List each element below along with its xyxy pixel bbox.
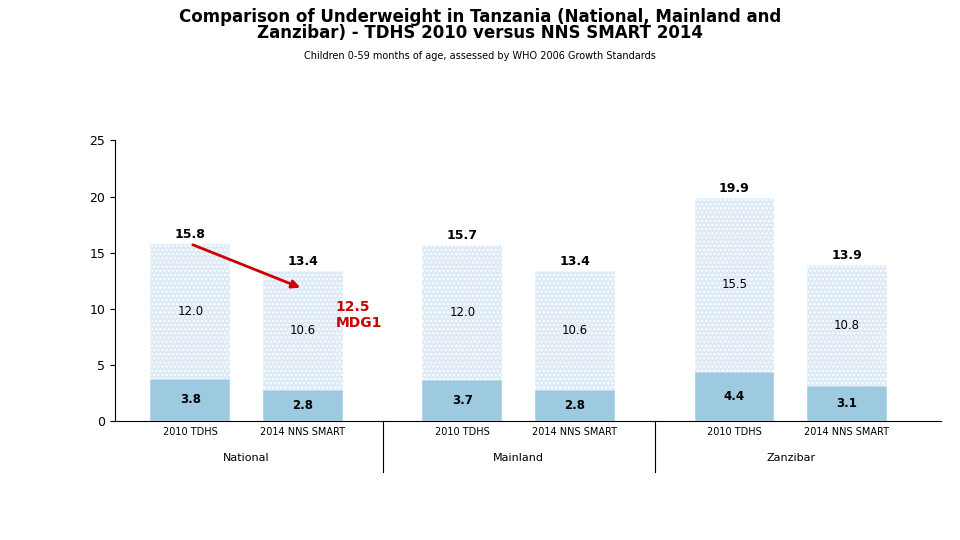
Text: 10.6: 10.6 [562,323,588,337]
Text: 10.6: 10.6 [290,323,316,337]
Text: 15.8: 15.8 [175,228,205,241]
Bar [263,271,343,390]
Bar [422,245,502,380]
Text: Mainland: Mainland [493,453,544,463]
Text: 15.7: 15.7 [446,229,478,242]
Bar [807,387,887,421]
Bar [151,244,230,379]
Text: 15.5: 15.5 [721,278,748,291]
Text: 3.8: 3.8 [180,393,201,407]
Text: Prevalence of Underweight was reduced by 19% since 2010 and 46% since 1992.
Tanz: Prevalence of Underweight was reduced by… [14,474,807,519]
Text: 12.5
MDG1: 12.5 MDG1 [336,300,382,330]
Bar [807,265,887,387]
Text: Comparison of Underweight in Tanzania (National, Mainland and: Comparison of Underweight in Tanzania (N… [179,8,781,26]
Text: 19.9: 19.9 [719,182,750,195]
Text: 10.8: 10.8 [834,319,860,332]
Text: 12.0: 12.0 [449,306,475,319]
Text: Children 0-59 months of age, assessed by WHO 2006 Growth Standards: Children 0-59 months of age, assessed by… [304,51,656,62]
Bar [694,372,775,421]
Text: Zanzibar: Zanzibar [766,453,815,463]
Text: 13.4: 13.4 [287,255,319,268]
Text: 13.4: 13.4 [560,255,590,268]
Text: National: National [224,453,270,463]
Bar [422,380,502,421]
Text: 12.0: 12.0 [178,305,204,318]
Text: 2.8: 2.8 [564,399,586,412]
Text: 3.1: 3.1 [836,397,857,410]
Bar [535,271,614,390]
Bar [535,390,614,421]
Text: 3.7: 3.7 [452,394,472,407]
Text: 4.4: 4.4 [724,390,745,403]
Bar [694,198,775,372]
Bar [151,379,230,421]
Text: 2.8: 2.8 [293,399,313,412]
Bar [263,390,343,421]
Text: Zanzibar) - TDHS 2010 versus NNS SMART 2014: Zanzibar) - TDHS 2010 versus NNS SMART 2… [257,24,703,42]
Text: 13.9: 13.9 [831,249,862,262]
